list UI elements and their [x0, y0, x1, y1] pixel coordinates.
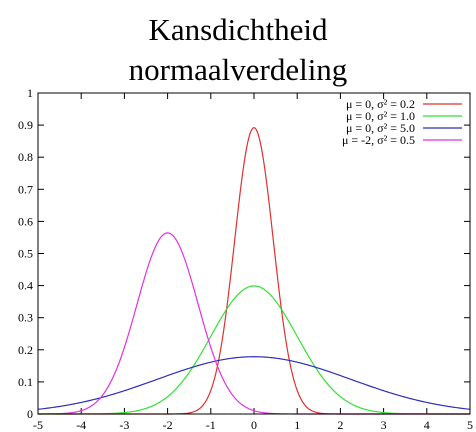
y-tick-label: 1 [27, 86, 33, 100]
x-tick-label: -5 [33, 418, 43, 432]
x-tick-label: 5 [467, 418, 473, 432]
y-tick-label: 0.9 [18, 118, 33, 132]
chart-title: Kansdichtheid [148, 12, 328, 47]
y-tick-label: 0.3 [18, 311, 33, 325]
x-tick-label: -4 [76, 418, 86, 432]
series-line-4 [37, 232, 470, 415]
plot-frame [37, 92, 471, 415]
series-line-3 [37, 356, 471, 410]
x-tick-label: 3 [381, 418, 387, 432]
x-tick-label: -2 [163, 418, 173, 432]
y-tick-label: 0.5 [18, 247, 33, 261]
y-tick-label: 0.4 [18, 279, 33, 293]
y-tick-label: 0 [27, 407, 33, 421]
y-tick-label: 0.6 [18, 214, 33, 228]
x-tick-label: -3 [119, 418, 129, 432]
x-tick-label: 4 [424, 418, 430, 432]
y-tick-label: 0.2 [18, 343, 33, 357]
legend-label-4: μ = -2, σ² = 0.5 [342, 133, 415, 147]
chart-subtitle: normaalverdeling [128, 52, 348, 87]
y-tick-label: 0.1 [18, 375, 33, 389]
x-tick-label: 1 [294, 418, 300, 432]
x-tick-label: 2 [337, 418, 343, 432]
series-line-1 [38, 127, 470, 415]
y-tick-label: 0.8 [18, 150, 33, 164]
legend-label-3: μ = 0, σ² = 5.0 [346, 121, 415, 135]
legend-label-2: μ = 0, σ² = 1.0 [346, 109, 415, 123]
x-tick-label: 0 [251, 418, 257, 432]
x-tick-label: -1 [206, 418, 216, 432]
y-tick-label: 0.7 [18, 182, 33, 196]
legend-label-1: μ = 0, σ² = 0.2 [346, 97, 415, 111]
